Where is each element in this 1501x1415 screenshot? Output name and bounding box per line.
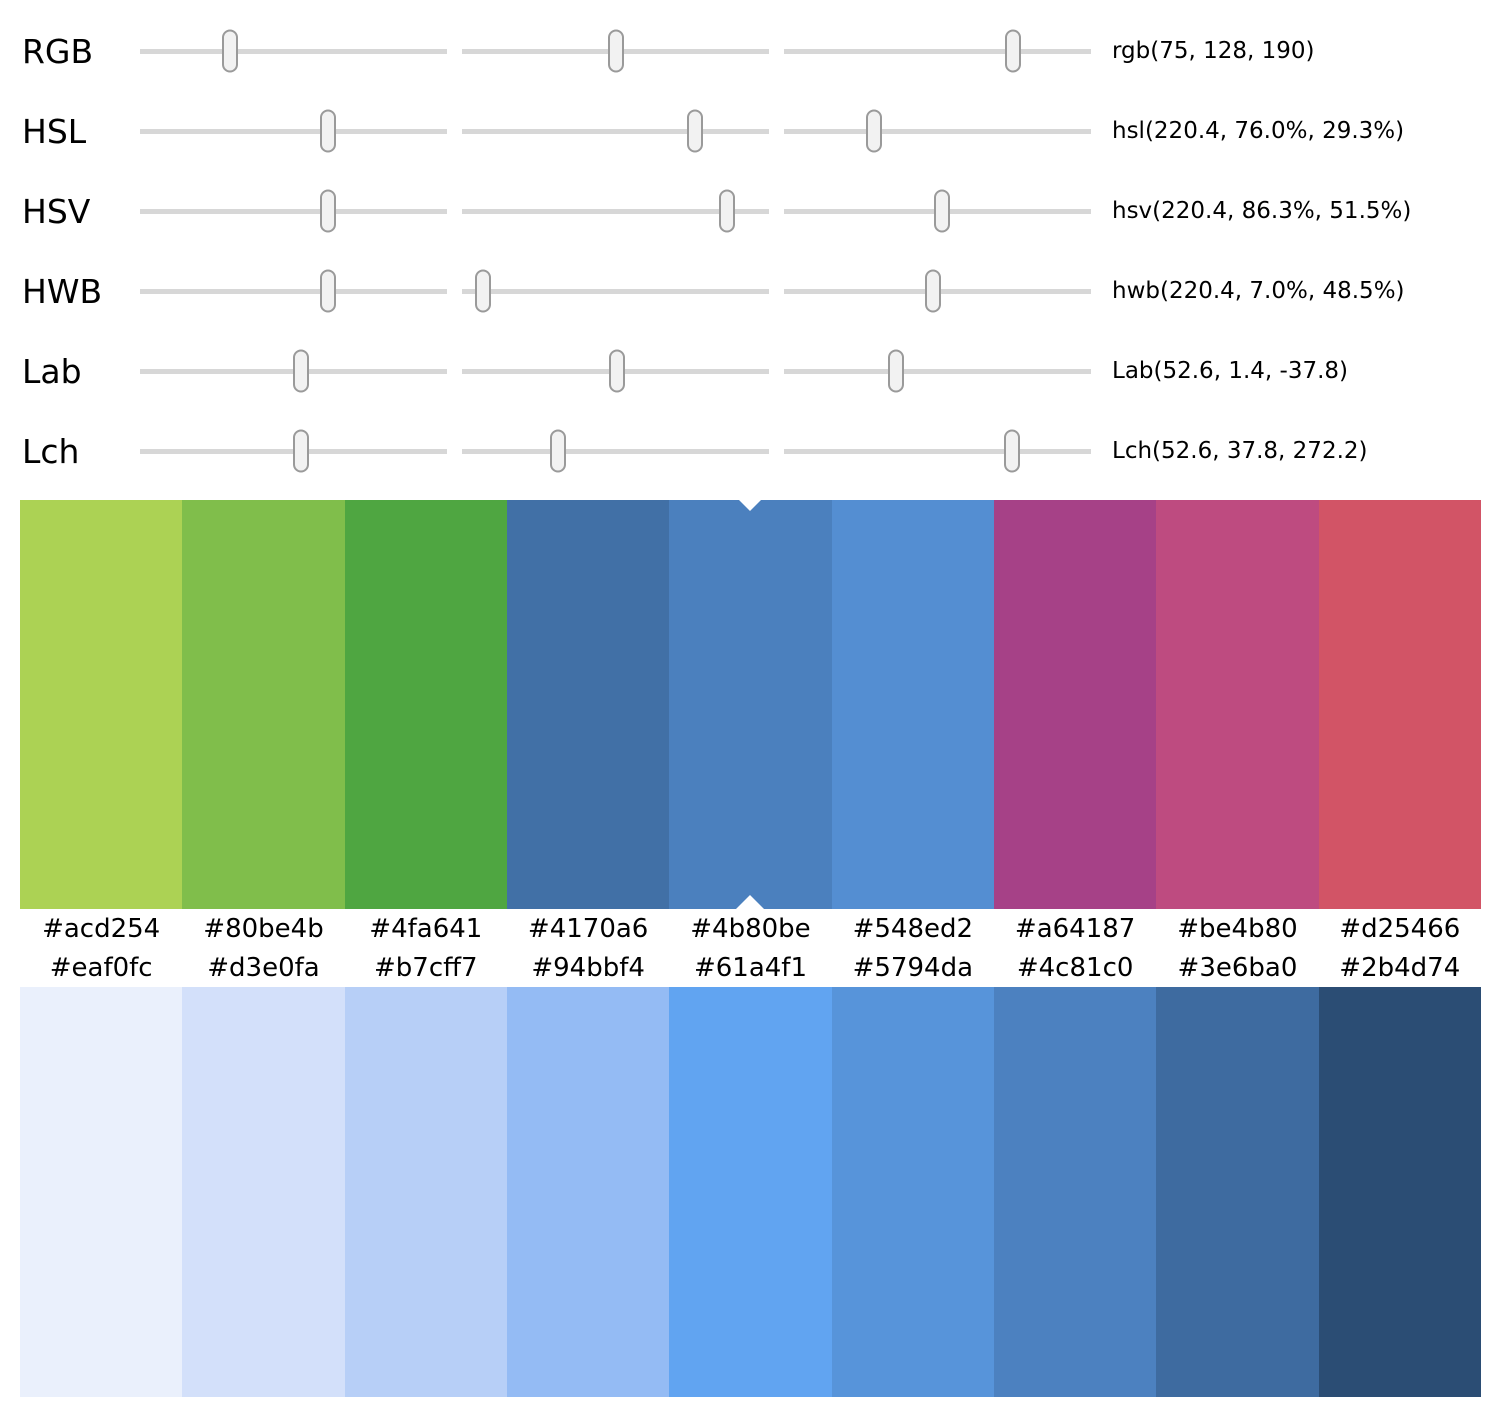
shade-swatch-8[interactable] — [1156, 987, 1319, 1397]
hue-swatch-6[interactable] — [831, 500, 994, 909]
shade-hex-label-7: #4c81c0 — [1016, 952, 1134, 983]
shade-hex-label-5: #61a4f1 — [693, 952, 807, 983]
hwb-h-slider-thumb[interactable] — [319, 269, 336, 313]
rgb-g-slider[interactable] — [462, 27, 769, 75]
hwb-label: HWB — [22, 271, 103, 311]
hue-hex-label-8: #be4b80 — [1177, 913, 1298, 944]
hue-swatch-5-selected[interactable] — [669, 497, 832, 909]
hue-hex-labels: #acd254 #80be4b #4fa641 #4170a6 #4b80be … — [20, 909, 1481, 948]
hue-hex-label-9: #d25466 — [1339, 913, 1461, 944]
slider-row-hsl: HSL hsl(220.4, 76.0%, 29.3%) — [0, 91, 1501, 171]
hue-swatch-7[interactable] — [993, 500, 1157, 909]
selected-swatch-caret-top-icon — [736, 497, 765, 511]
selected-swatch-caret-bottom-icon — [736, 895, 765, 909]
lab-b-slider[interactable] — [784, 347, 1091, 395]
lch-c-slider[interactable] — [462, 427, 769, 475]
hue-swatch-2[interactable] — [182, 500, 345, 909]
hue-hex-label-4: #4170a6 — [527, 913, 649, 944]
shade-swatch-3[interactable] — [344, 987, 507, 1397]
lch-value-label: Lch(52.6, 37.8, 272.2) — [1112, 438, 1368, 464]
rgb-b-slider-thumb[interactable] — [1004, 29, 1021, 73]
rgb-r-slider[interactable] — [140, 27, 447, 75]
hsl-label: HSL — [22, 111, 87, 151]
shade-hex-label-3: #b7cff7 — [374, 952, 478, 983]
hwb-w-slider-thumb[interactable] — [475, 269, 492, 313]
hsv-v-slider[interactable] — [784, 187, 1091, 235]
hwb-value-label: hwb(220.4, 7.0%, 48.5%) — [1112, 278, 1405, 304]
hsl-s-slider-thumb[interactable] — [687, 109, 704, 153]
hue-swatch-1[interactable] — [20, 500, 183, 909]
hue-swatch-9[interactable] — [1318, 500, 1481, 909]
hsv-value-label: hsv(220.4, 86.3%, 51.5%) — [1112, 198, 1412, 224]
hue-hex-label-2: #80be4b — [203, 913, 324, 944]
rgb-g-slider-thumb[interactable] — [608, 29, 625, 73]
shade-hex-label-1: #eaf0fc — [49, 952, 153, 983]
shade-hex-label-6: #5794da — [852, 952, 973, 983]
lch-l-slider-thumb[interactable] — [293, 429, 310, 473]
hsv-h-slider-thumb[interactable] — [319, 189, 336, 233]
shade-hex-label-4: #94bbf4 — [531, 952, 645, 983]
hsl-h-slider-thumb[interactable] — [319, 109, 336, 153]
slider-row-rgb: RGB rgb(75, 128, 190) — [0, 11, 1501, 91]
lab-b-slider-thumb[interactable] — [888, 349, 905, 393]
shade-swatch-6[interactable] — [831, 987, 994, 1397]
rgb-label: RGB — [22, 31, 94, 71]
lch-h-slider-thumb[interactable] — [1004, 429, 1021, 473]
shade-hex-labels: #eaf0fc #d3e0fa #b7cff7 #94bbf4 #61a4f1 … — [20, 948, 1481, 987]
shade-palette — [20, 987, 1481, 1397]
lch-h-slider[interactable] — [784, 427, 1091, 475]
slider-row-hwb: HWB hwb(220.4, 7.0%, 48.5%) — [0, 251, 1501, 331]
slider-row-lch: Lch Lch(52.6, 37.8, 272.2) — [0, 411, 1501, 491]
hsl-s-slider[interactable] — [462, 107, 769, 155]
hsv-label: HSV — [22, 191, 91, 231]
hsv-s-slider-thumb[interactable] — [718, 189, 735, 233]
lch-label: Lch — [22, 431, 80, 471]
hsv-s-slider[interactable] — [462, 187, 769, 235]
hwb-h-slider[interactable] — [140, 267, 447, 315]
slider-row-hsv: HSV hsv(220.4, 86.3%, 51.5%) — [0, 171, 1501, 251]
shade-hex-label-8: #3e6ba0 — [1177, 952, 1298, 983]
lab-value-label: Lab(52.6, 1.4, -37.8) — [1112, 358, 1348, 384]
hsv-h-slider[interactable] — [140, 187, 447, 235]
shade-hex-label-2: #d3e0fa — [207, 952, 320, 983]
hue-hex-label-1: #acd254 — [42, 913, 161, 944]
rgb-b-slider[interactable] — [784, 27, 1091, 75]
lab-label: Lab — [22, 351, 82, 391]
hwb-b-slider[interactable] — [784, 267, 1091, 315]
shade-swatch-5[interactable] — [669, 987, 832, 1397]
hue-hex-label-5: #4b80be — [690, 913, 811, 944]
hsl-h-slider[interactable] — [140, 107, 447, 155]
lab-a-slider-thumb[interactable] — [609, 349, 626, 393]
lch-c-slider-thumb[interactable] — [550, 429, 567, 473]
hue-swatch-8[interactable] — [1156, 500, 1319, 909]
shade-swatch-1[interactable] — [20, 987, 183, 1397]
hsv-v-slider-thumb[interactable] — [934, 189, 951, 233]
shade-hex-label-9: #2b4d74 — [1339, 952, 1461, 983]
hsl-value-label: hsl(220.4, 76.0%, 29.3%) — [1112, 118, 1405, 144]
shade-swatch-9[interactable] — [1318, 987, 1481, 1397]
rgb-r-slider-thumb[interactable] — [222, 29, 239, 73]
lab-l-slider-thumb[interactable] — [293, 349, 310, 393]
hue-swatch-4[interactable] — [506, 500, 670, 909]
hsl-l-slider-thumb[interactable] — [865, 109, 882, 153]
lab-l-slider[interactable] — [140, 347, 447, 395]
hue-hex-label-3: #4fa641 — [369, 913, 483, 944]
rgb-value-label: rgb(75, 128, 190) — [1112, 38, 1315, 64]
shade-swatch-7[interactable] — [993, 987, 1157, 1397]
hsl-l-slider[interactable] — [784, 107, 1091, 155]
shade-swatch-2[interactable] — [182, 987, 345, 1397]
color-model-sliders: RGB rgb(75, 128, 190) HSL hsl(220.4, 76.… — [0, 0, 1501, 491]
hue-hex-label-6: #548ed2 — [852, 913, 974, 944]
slider-row-lab: Lab Lab(52.6, 1.4, -37.8) — [0, 331, 1501, 411]
hue-swatch-3[interactable] — [344, 500, 507, 909]
hwb-w-slider[interactable] — [462, 267, 769, 315]
shade-swatch-4[interactable] — [506, 987, 670, 1397]
hue-hex-label-7: #a64187 — [1014, 913, 1136, 944]
lch-l-slider[interactable] — [140, 427, 447, 475]
lab-a-slider[interactable] — [462, 347, 769, 395]
hue-palette — [20, 497, 1481, 909]
hwb-b-slider-thumb[interactable] — [924, 269, 941, 313]
